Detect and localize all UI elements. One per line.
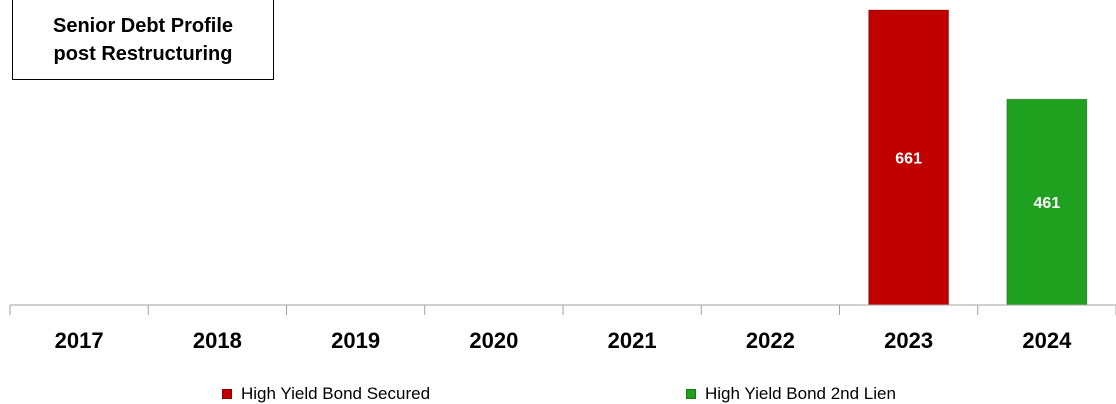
legend-item-secured: High Yield Bond Secured — [222, 384, 430, 404]
x-tick-label-2017: 2017 — [55, 328, 104, 353]
legend-swatch-secured — [222, 389, 232, 399]
legend-item-2nd-lien: High Yield Bond 2nd Lien — [686, 384, 896, 404]
data-label-2024: 461 — [1034, 195, 1061, 212]
chart-title-line-1: Senior Debt Profile — [52, 14, 234, 37]
x-tick-label-2021: 2021 — [608, 328, 657, 353]
x-tick-label-2019: 2019 — [331, 328, 380, 353]
chart-title-box: Senior Debt Profile post Restructuring — [12, 0, 274, 80]
x-tick-label-2018: 2018 — [193, 328, 242, 353]
bar-2024 — [1006, 98, 1088, 306]
chart-title-line-2: post Restructuring — [53, 42, 233, 65]
legend-label-secured: High Yield Bond Secured — [241, 384, 431, 403]
x-tick-label-2022: 2022 — [746, 328, 795, 353]
legend-label-2nd-lien: High Yield Bond 2nd Lien — [705, 384, 896, 403]
data-label-2023: 661 — [895, 151, 922, 168]
chart-legend: High Yield Bond Secured High Yield Bond … — [0, 384, 1116, 404]
x-tick-label-2024: 2024 — [1022, 328, 1072, 353]
x-tick-label-2020: 2020 — [469, 328, 518, 353]
bar-2023 — [868, 9, 950, 306]
legend-swatch-2nd-lien — [686, 389, 696, 399]
bar-chart: 661 461 2017 2018 2019 2020 2021 2022 2023 2024 — [9, 9, 1116, 353]
x-tick-label-2023: 2023 — [884, 328, 933, 353]
